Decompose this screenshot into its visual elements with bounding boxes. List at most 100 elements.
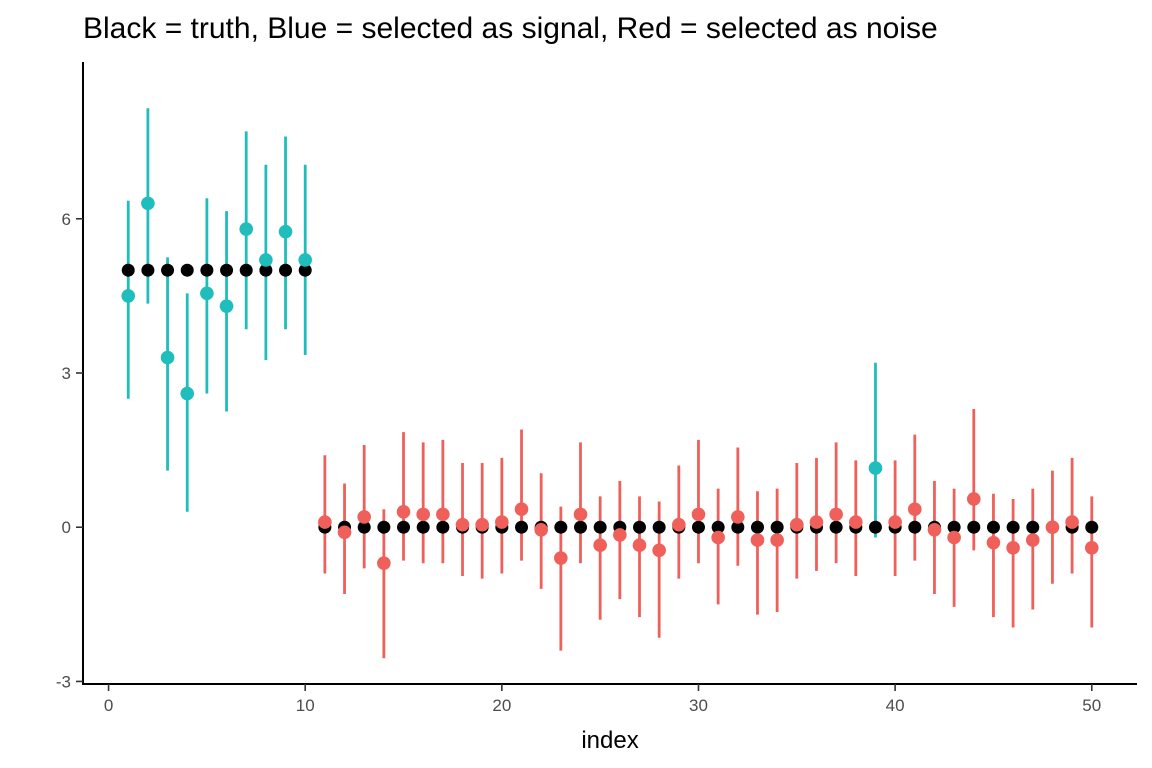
y-tick-label: -3 (56, 672, 71, 691)
truth-point (141, 263, 155, 277)
estimate-point-noise (554, 551, 568, 565)
estimate-point-noise (1025, 533, 1040, 547)
estimate-point-noise (1065, 515, 1079, 529)
x-tick-label: 40 (886, 696, 905, 715)
estimate-point-noise (1006, 540, 1020, 555)
estimate-point-noise (750, 533, 765, 547)
estimate-point-noise (947, 530, 961, 545)
truth-point (200, 263, 214, 277)
estimate-point-signal (868, 461, 883, 475)
estimate-point-noise (495, 515, 509, 529)
estimate-point-noise (790, 517, 804, 532)
x-tick-label: 0 (104, 696, 113, 715)
estimate-point-noise (1084, 540, 1099, 555)
x-tick-label: 20 (492, 696, 511, 715)
truth-point (515, 520, 529, 534)
truth-point (554, 520, 568, 534)
estimate-point-noise (849, 515, 863, 529)
estimate-point-signal (298, 253, 313, 267)
estimate-point-noise (455, 517, 470, 532)
truth-point (947, 520, 961, 534)
x-tick-label: 30 (689, 696, 708, 715)
truth-point (397, 520, 411, 534)
estimate-point-noise (927, 522, 942, 537)
truth-point (259, 263, 273, 277)
truth-point (574, 520, 588, 534)
estimate-point-signal (121, 289, 136, 303)
estimate-point-noise (888, 515, 902, 529)
truth-point (731, 520, 745, 534)
estimate-point-signal (219, 299, 234, 313)
truth-point (632, 520, 646, 534)
truth-point (770, 520, 784, 534)
x-tick-label: 50 (1082, 696, 1101, 715)
truth-point (161, 263, 175, 277)
x-axis-ticks: 0 10 20 30 40 50 (104, 684, 1101, 715)
truth-point (1026, 520, 1040, 534)
truth-point (1006, 520, 1020, 534)
truth-point (711, 520, 725, 534)
estimate-point-noise (593, 538, 607, 553)
estimate-point-noise (652, 543, 666, 558)
estimate-point-signal (239, 222, 254, 236)
estimate-point-noise (396, 504, 411, 519)
plot-marks (121, 108, 1099, 659)
estimate-point-noise (436, 507, 450, 522)
truth-point (829, 520, 843, 534)
y-axis-ticks: -3 0 3 6 (56, 210, 83, 691)
truth-point (986, 520, 1000, 534)
estimate-point-noise (514, 502, 529, 517)
estimate-point-noise (377, 556, 391, 570)
truth-point (279, 263, 293, 277)
truth-point (416, 520, 430, 534)
truth-point (121, 263, 135, 277)
estimate-point-noise (613, 528, 627, 542)
estimate-point-noise (475, 517, 489, 532)
estimate-point-noise (731, 510, 745, 524)
estimate-point-noise (632, 538, 647, 553)
truth-point (868, 520, 882, 534)
truth-point (180, 263, 194, 277)
estimate-point-noise (907, 502, 922, 517)
truth-point (967, 520, 981, 534)
estimate-point-noise (809, 515, 824, 529)
truth-point (357, 520, 371, 534)
x-tick-label: 10 (296, 696, 315, 715)
estimate-point-noise (672, 517, 686, 532)
estimate-point-noise (966, 492, 981, 506)
truth-point (750, 520, 764, 534)
estimate-point-signal (259, 253, 273, 267)
truth-point (436, 520, 450, 534)
estimate-point-signal (278, 224, 293, 239)
estimate-point-noise (829, 507, 843, 522)
truth-point (691, 520, 705, 534)
x-axis-title: index (581, 727, 638, 754)
estimate-point-noise (1045, 520, 1060, 535)
estimate-point-noise (534, 522, 548, 537)
chart-title: Black = truth, Blue = selected as signal… (83, 12, 938, 45)
truth-point (1085, 520, 1099, 534)
estimate-point-noise (691, 507, 706, 522)
estimate-point-signal (141, 196, 155, 211)
estimate-point-signal (200, 286, 214, 301)
truth-point (593, 520, 607, 534)
estimate-point-noise (318, 515, 332, 529)
y-tick-label: 3 (62, 364, 71, 383)
estimate-point-noise (337, 525, 352, 540)
truth-point (220, 263, 234, 277)
truth-point (298, 263, 312, 277)
y-tick-label: 6 (62, 210, 71, 229)
truth-point (239, 263, 253, 277)
estimate-point-noise (357, 510, 371, 524)
truth-point (652, 520, 666, 534)
estimate-point-signal (160, 350, 175, 365)
truth-point (377, 520, 391, 534)
y-tick-label: 0 (62, 518, 71, 537)
estimate-point-noise (416, 507, 430, 522)
estimate-point-noise (711, 530, 725, 545)
estimate-point-signal (180, 386, 195, 401)
estimate-point-noise (986, 535, 1001, 550)
truth-point (908, 520, 922, 534)
estimate-point-noise (770, 533, 784, 547)
